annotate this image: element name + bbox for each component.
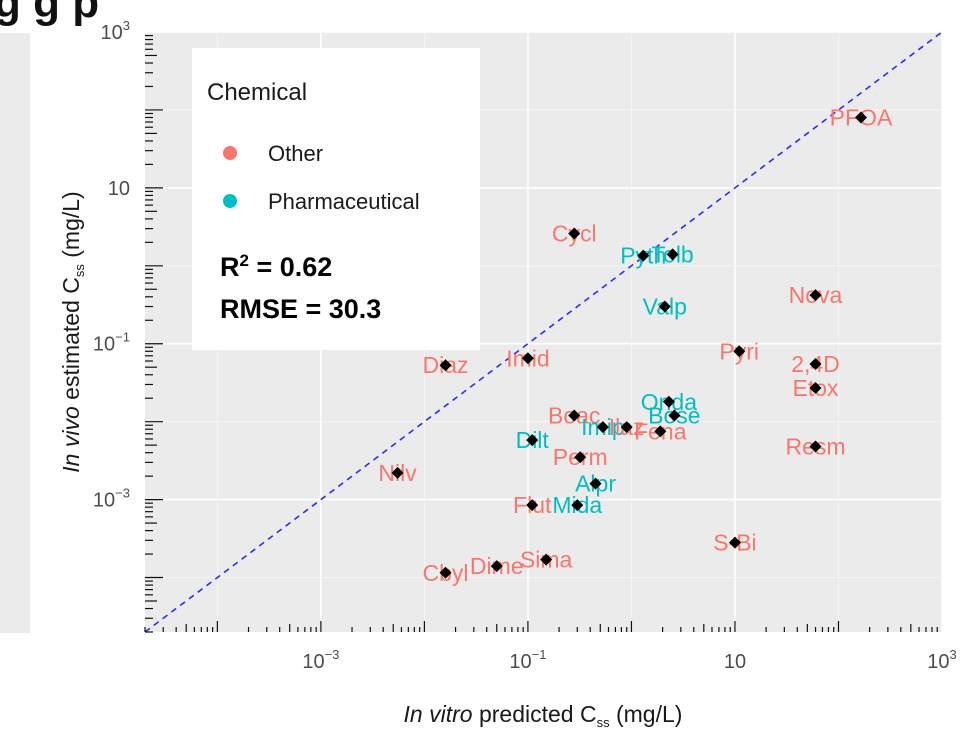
- data-point-marker: [540, 553, 553, 566]
- data-point-marker: [809, 382, 822, 395]
- legend-swatch-pharmaceutical: [223, 194, 237, 208]
- legend: Chemical Other Pharmaceutical R2 = 0.62 …: [192, 48, 480, 350]
- data-point-marker: [439, 359, 452, 372]
- x-tick-label: 103: [927, 647, 956, 673]
- data-point-marker: [809, 289, 822, 302]
- data-point-marker: [668, 409, 681, 422]
- data-point-marker: [637, 249, 650, 262]
- data-point-marker: [809, 357, 822, 370]
- x-tick-exponent: −3: [325, 647, 340, 662]
- data-point-marker: [809, 440, 822, 453]
- data-point-marker: [666, 248, 679, 261]
- data-point-marker: [854, 111, 867, 124]
- data-point-marker: [658, 300, 671, 313]
- data-point-marker: [620, 421, 633, 434]
- r-squared-annotation: R2 = 0.62: [220, 251, 332, 282]
- y-axis-title: In vivo estimated Css (mg/L): [58, 191, 87, 472]
- x-tick-base: 10: [302, 651, 324, 673]
- data-point-marker: [662, 395, 675, 408]
- data-points: [391, 111, 867, 579]
- x-tick-label: 10: [724, 651, 746, 673]
- x-tick-exponent: 3: [950, 647, 957, 662]
- y-tick-base: 10: [101, 22, 123, 44]
- y-axis-title-text: estimated C: [58, 277, 84, 406]
- legend-box: [192, 48, 480, 350]
- y-axis-title-subscript: ss: [72, 264, 87, 278]
- y-tick-base: 10: [93, 334, 115, 356]
- legend-label-pharmaceutical: Pharmaceutical: [268, 189, 420, 214]
- x-tick-label: 10−3: [302, 647, 339, 673]
- r2-label: R: [220, 252, 240, 282]
- x-axis-title-subscript: ss: [597, 715, 611, 730]
- y-tick-label: 10: [108, 178, 130, 200]
- y-tick-label: 103: [101, 18, 130, 44]
- data-point-marker: [728, 536, 741, 549]
- x-tick-exponent: −1: [532, 647, 547, 662]
- data-point-marker: [526, 434, 539, 447]
- data-point-marker: [571, 499, 584, 512]
- data-point-marker: [490, 560, 503, 573]
- x-tick-base: 10: [927, 651, 949, 673]
- data-point-marker: [589, 477, 602, 490]
- x-axis-title-text: predicted C: [473, 701, 597, 727]
- adjacent-panel-fragment: [0, 33, 30, 633]
- data-point-marker: [733, 345, 746, 358]
- r2-value: = 0.62: [249, 252, 332, 282]
- y-tick-label: 10−1: [93, 330, 130, 356]
- x-tick-base: 10: [509, 651, 531, 673]
- data-point-marker: [391, 466, 404, 479]
- x-tick-base: 10: [724, 651, 746, 673]
- y-tick-base: 10: [108, 178, 130, 200]
- y-tick-exponent: −1: [115, 330, 130, 345]
- legend-title: Chemical: [207, 79, 307, 106]
- legend-label-other: Other: [268, 141, 323, 166]
- x-axis-title: In vitro predicted Css (mg/L): [404, 701, 683, 730]
- data-point-marker: [439, 566, 452, 579]
- data-labels: PFOACyclPythTolbNovaValpImidDiazPyri2,4D…: [378, 104, 893, 585]
- r2-superscript: 2: [240, 251, 249, 270]
- data-point-marker: [654, 425, 667, 438]
- data-point-marker: [568, 227, 581, 240]
- y-tick-label: 10−3: [93, 486, 130, 512]
- data-point-marker: [574, 451, 587, 464]
- page-heading-fragment: g g p: [0, 0, 100, 27]
- rmse-annotation: RMSE = 30.3: [220, 294, 381, 324]
- x-axis-title-unit: (mg/L): [610, 701, 683, 727]
- y-tick-exponent: 3: [123, 18, 130, 33]
- y-tick-exponent: −3: [115, 486, 130, 501]
- x-axis-title-italic: In vitro: [404, 701, 473, 727]
- data-point-marker: [521, 352, 534, 365]
- x-tick-label: 10−1: [509, 647, 546, 673]
- data-point-marker: [568, 409, 581, 422]
- y-tick-base: 10: [93, 490, 115, 512]
- data-point-marker: [596, 421, 609, 434]
- identity-line: [145, 32, 942, 632]
- y-axis-title-unit: (mg/L): [58, 191, 84, 264]
- data-point-marker: [526, 499, 539, 512]
- y-axis-title-italic: In vivo: [58, 406, 84, 473]
- legend-swatch-other: [223, 146, 237, 160]
